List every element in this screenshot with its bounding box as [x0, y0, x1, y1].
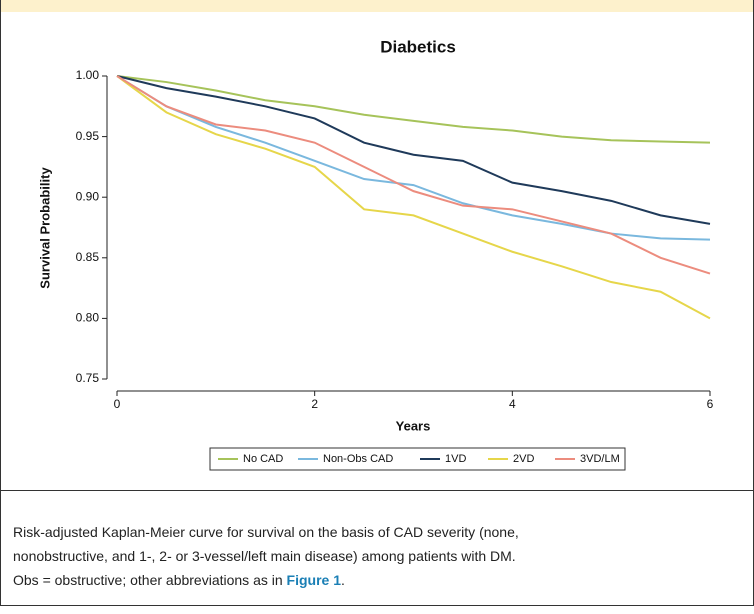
- x-axis-label: Years: [396, 418, 431, 433]
- caption-text: .: [341, 572, 345, 588]
- header-band: [0, 0, 754, 12]
- x-tick-label: 0: [114, 397, 121, 411]
- caption-line: Obs = obstructive; other abbreviations a…: [13, 568, 519, 592]
- x-tick-label: 4: [509, 397, 516, 411]
- y-axis-label: Survival Probability: [37, 167, 52, 289]
- legend-label: Non-Obs CAD: [323, 453, 393, 465]
- y-tick-label: 1.00: [76, 68, 100, 82]
- y-tick-label: 0.85: [76, 250, 100, 264]
- caption-text: Obs = obstructive; other abbreviations a…: [13, 572, 287, 588]
- x-tick-label: 6: [707, 397, 714, 411]
- caption: Risk-adjusted Kaplan-Meier curve for sur…: [13, 520, 519, 592]
- survival-line: [116, 75, 711, 144]
- y-tick-label: 0.90: [76, 189, 100, 203]
- y-tick-label: 0.75: [76, 371, 100, 385]
- survival-line: [116, 75, 711, 320]
- figure-link[interactable]: Figure 1: [286, 572, 342, 588]
- caption-line: nonobstructive, and 1-, 2- or 3-vessel/l…: [13, 548, 516, 564]
- caption-line: Risk-adjusted Kaplan-Meier curve for sur…: [13, 524, 519, 540]
- survival-line: [116, 75, 711, 275]
- chart: Diabetics Survival Probability Years 0.7…: [37, 37, 714, 471]
- legend-box: [209, 447, 626, 471]
- legend-label: 1VD: [445, 453, 466, 465]
- x-tick-label: 2: [311, 397, 318, 411]
- chart-title: Diabetics: [380, 37, 456, 56]
- y-tick-label: 0.95: [76, 129, 100, 143]
- legend-label: 3VD/LM: [580, 453, 620, 465]
- legend-label: 2VD: [513, 453, 534, 465]
- legend-label: No CAD: [243, 453, 283, 465]
- y-tick-label: 0.80: [76, 311, 100, 325]
- survival-line: [116, 75, 711, 225]
